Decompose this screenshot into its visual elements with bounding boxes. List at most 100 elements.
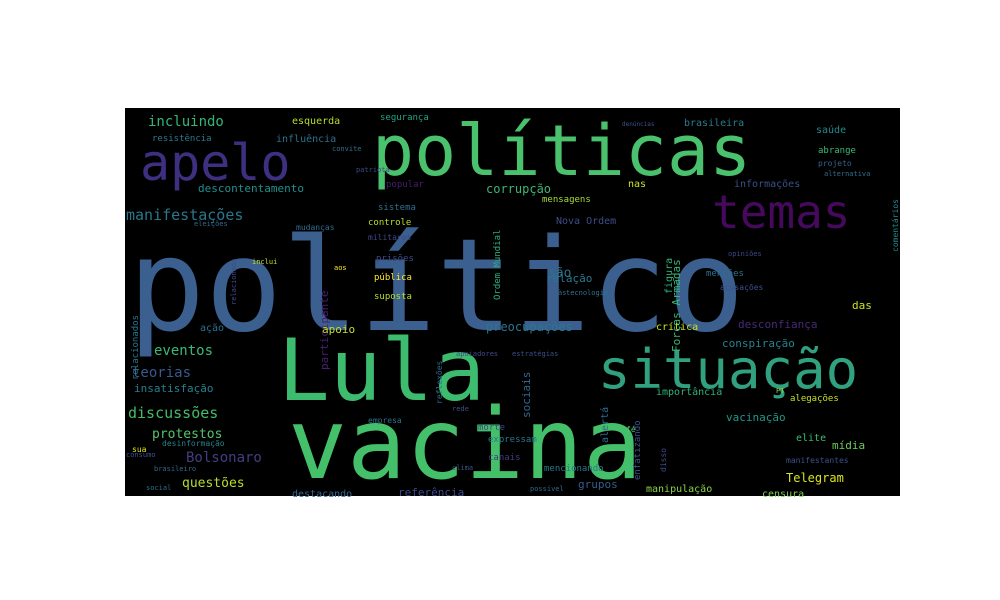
word-convite: convite [332,145,362,153]
word-destacando: destacando [292,489,352,500]
word-relacionada: relacionada [230,259,238,305]
word-clima: clima [452,464,473,472]
word-sua: sua [132,445,147,454]
word-eventos: eventos [154,343,213,359]
word-resistência: resistência [152,133,212,144]
word-bolsonaro: Bolsonaro [186,450,262,466]
word-às: às [558,289,566,297]
word-inclui: inclui [252,258,277,266]
word-controle: controle [368,218,411,228]
word-grupos: grupos [578,478,618,491]
word-alternativa: alternativa [824,170,870,178]
word-elite: elite [796,433,826,444]
word-enfatizando: enfatizando [633,420,643,480]
word-informações: informações [734,179,800,190]
word-expressam: expressam [488,435,537,445]
word-são: são [548,266,571,281]
word-segurança: segurança [380,113,429,123]
word-social: social [146,484,171,492]
word-preocupações: preocupações [486,320,573,334]
word-cloud-background [125,108,900,496]
word-apoiadores: apoiadores [456,350,498,358]
word-protestos: protestos [152,427,222,442]
word-situação: situação [598,338,858,401]
word-teorias: teorias [132,365,191,381]
word-relacionados: relacionados [131,315,141,380]
word-mencionando: mencionando [544,464,604,474]
word-canais: canais [488,453,521,463]
word-conspiração: conspiração [722,337,795,350]
word-alertá: alertá [599,407,611,443]
word-insatisfação: insatisfação [134,382,213,395]
word-menções: menções [706,269,744,279]
word-alegações: alegações [790,394,839,404]
word-vacina: vacina [288,388,642,502]
word-projeto: projeto [818,159,852,168]
word-forças-armadas: Forças Armadas [670,259,683,352]
word-influência: influência [276,133,336,145]
word-descontentamento: descontentamento [198,182,304,195]
word-telegram: Telegram [786,471,844,485]
word-tecnologia: tecnologia [566,289,608,297]
word-vacinação: vacinação [726,411,786,424]
word-ordem-mundial: Ordem Mundial [493,230,503,300]
word-reflexões: reflexões [435,360,444,404]
word-nas: nas [628,179,646,190]
word-abrange: abrange [818,146,856,156]
word-importância: importância [656,386,722,398]
word-possível: possível [530,485,564,493]
word-sociais: sociais [520,372,533,418]
word-nova-ordem: Nova Ordem [556,216,616,227]
word-fé: fé [626,424,636,434]
word-relação: relação [546,272,592,285]
word-das: das [852,299,872,312]
word-brasileira: brasileira [684,118,744,129]
word-morte: morte [478,423,505,433]
word-rede: rede [452,405,469,413]
word-políticas: políticas [372,110,751,192]
word-manipulação: manipulação [646,484,712,495]
word-questões: questões [182,476,245,491]
word-mídia: mídia [832,439,865,452]
word-pública: pública [374,273,412,283]
word-sistema: sistema [378,203,416,213]
word-opiniões: opiniões [728,250,762,258]
word-suposta: suposta [374,292,412,302]
word-apelo: apelo [140,134,291,192]
word-brasileiro: brasileiro [154,465,196,473]
word-disso: disso [659,448,668,472]
word-consumo: consumo [126,451,156,459]
word-mudanças: mudanças [296,223,335,232]
word-empresa: empresa [368,416,402,425]
word-prisões: prisões [376,254,414,264]
word-desconfiança: desconfiança [738,318,817,331]
word-referência: referência [398,486,464,499]
word-crítica: crítica [656,321,698,333]
word-saúde: saúde [816,124,846,136]
word-pt: PT [776,387,785,395]
word-estratégias: estratégias [512,350,558,358]
word-denúncias: denúncias [622,121,655,128]
word-lula: Lula [278,321,485,421]
word-corrupção: corrupção [486,182,551,196]
word-desinformação: desinformação [162,439,225,448]
word-figura: figura [664,258,675,294]
word-popular: popular [386,180,425,190]
word-manifestações: manifestações [126,206,243,224]
word-discussões: discussões [128,404,218,422]
word-acusações: acusações [720,283,764,292]
word-apoio: apoio [322,323,355,336]
word-incluindo: incluindo [148,114,224,130]
word-participante: participante [318,291,331,370]
word-patriota: patriota [356,166,390,174]
word-eleições: eleições [194,220,228,228]
word-aos: aos [334,264,347,272]
word-ação: ação [200,323,224,334]
word-esquerda: esquerda [292,116,340,127]
word-mensagens: mensagens [542,195,591,205]
word-censura: censura [762,489,804,500]
word-comentários: comentários [891,199,900,252]
word-militares: militares [368,233,412,242]
